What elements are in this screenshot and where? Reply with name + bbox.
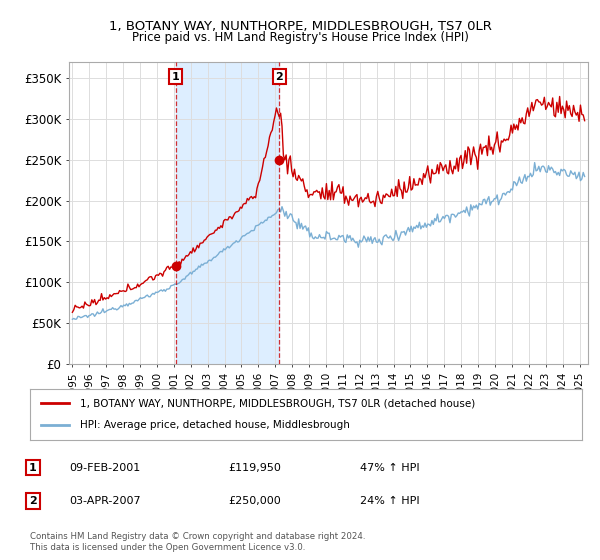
Text: £250,000: £250,000	[228, 496, 281, 506]
Text: 1: 1	[29, 463, 37, 473]
Text: 09-FEB-2001: 09-FEB-2001	[69, 463, 140, 473]
Text: 1, BOTANY WAY, NUNTHORPE, MIDDLESBROUGH, TS7 0LR: 1, BOTANY WAY, NUNTHORPE, MIDDLESBROUGH,…	[109, 20, 491, 32]
Text: 2: 2	[29, 496, 37, 506]
Text: Price paid vs. HM Land Registry's House Price Index (HPI): Price paid vs. HM Land Registry's House …	[131, 31, 469, 44]
Text: 2: 2	[275, 72, 283, 82]
Text: £119,950: £119,950	[228, 463, 281, 473]
Text: HPI: Average price, detached house, Middlesbrough: HPI: Average price, detached house, Midd…	[80, 421, 350, 431]
Text: 03-APR-2007: 03-APR-2007	[69, 496, 140, 506]
Text: 24% ↑ HPI: 24% ↑ HPI	[360, 496, 419, 506]
Text: 47% ↑ HPI: 47% ↑ HPI	[360, 463, 419, 473]
Bar	[176, 62, 280, 364]
Text: 1, BOTANY WAY, NUNTHORPE, MIDDLESBROUGH, TS7 0LR (detached house): 1, BOTANY WAY, NUNTHORPE, MIDDLESBROUGH,…	[80, 398, 475, 408]
Text: 1: 1	[172, 72, 179, 82]
Text: Contains HM Land Registry data © Crown copyright and database right 2024.
This d: Contains HM Land Registry data © Crown c…	[30, 532, 365, 552]
